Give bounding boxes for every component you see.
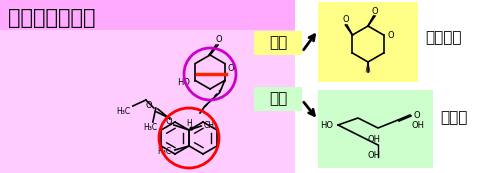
FancyBboxPatch shape (254, 87, 302, 111)
Text: O: O (216, 35, 222, 44)
Text: （一）洛伐他汀: （一）洛伐他汀 (8, 8, 96, 28)
Text: HO: HO (177, 78, 190, 87)
FancyBboxPatch shape (318, 90, 433, 168)
Text: H₃C: H₃C (117, 107, 131, 116)
Text: OH: OH (368, 151, 380, 160)
FancyBboxPatch shape (0, 0, 295, 173)
Text: O: O (413, 111, 420, 120)
Text: 氧化: 氧化 (269, 35, 287, 51)
Text: 水解: 水解 (269, 92, 287, 107)
FancyBboxPatch shape (254, 31, 302, 55)
Text: O: O (342, 16, 349, 25)
Text: O: O (228, 64, 234, 73)
Text: OH: OH (412, 121, 425, 130)
Text: OH: OH (368, 135, 380, 144)
Text: H₃C: H₃C (157, 147, 171, 156)
Text: H: H (186, 120, 192, 129)
Text: 二酮吡喃: 二酮吡喃 (425, 30, 461, 45)
Text: O: O (145, 101, 152, 110)
Text: H₃C: H₃C (143, 124, 157, 133)
Text: HO: HO (320, 121, 333, 130)
Text: 羟基酸: 羟基酸 (440, 111, 467, 125)
Text: O: O (372, 7, 378, 16)
FancyBboxPatch shape (0, 0, 295, 30)
Text: CH₃: CH₃ (203, 121, 217, 130)
Text: O: O (166, 117, 172, 126)
FancyBboxPatch shape (318, 2, 418, 82)
Text: O: O (387, 30, 394, 39)
